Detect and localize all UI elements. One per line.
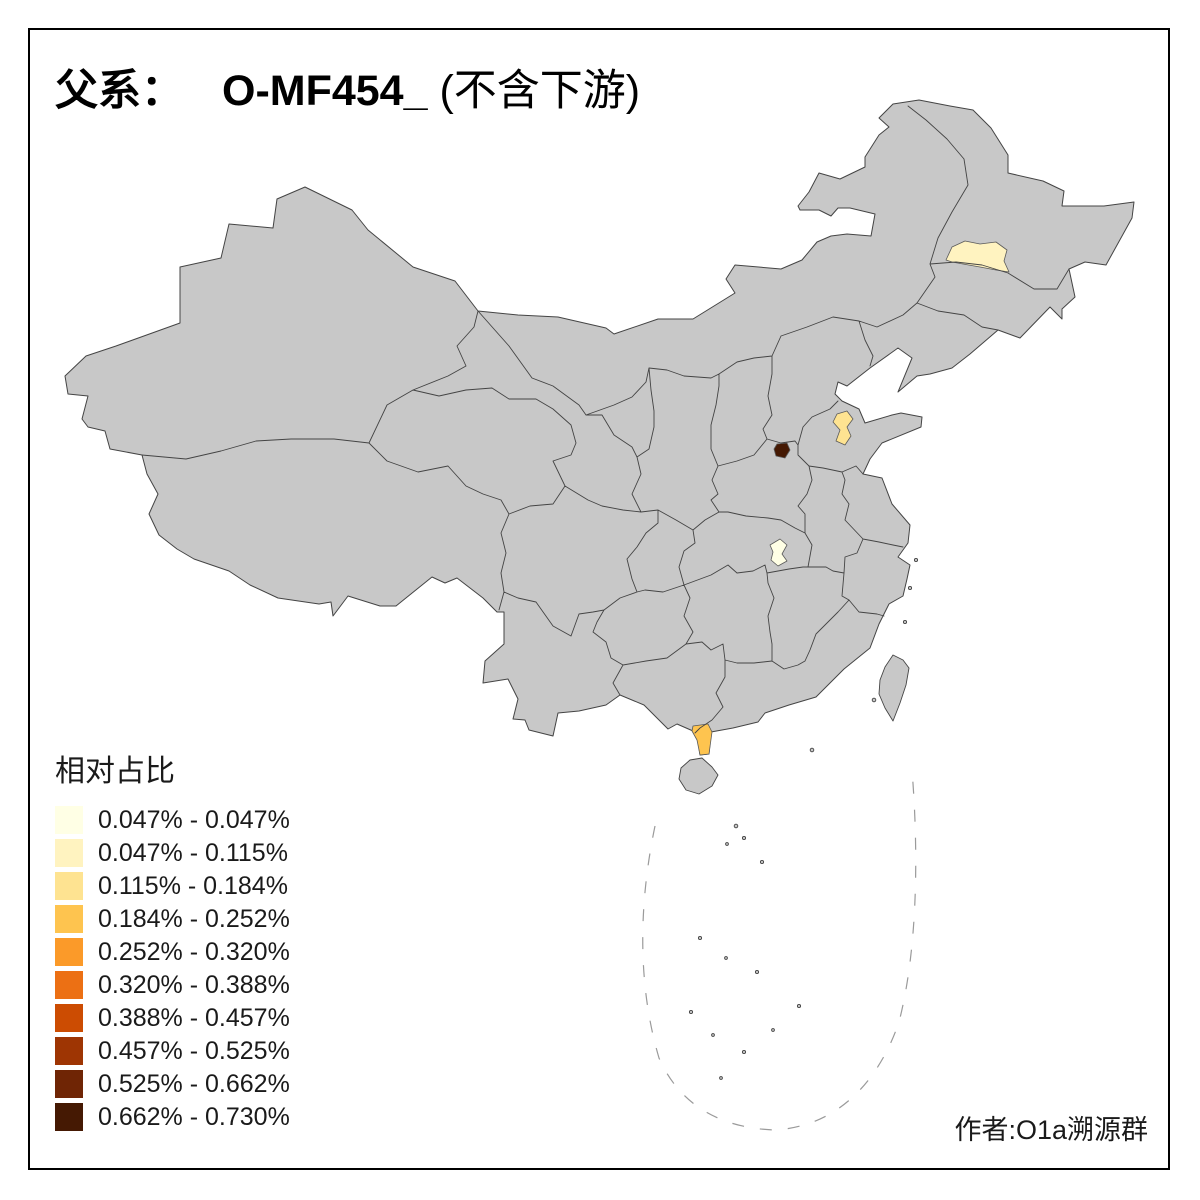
legend-label: 0.662% - 0.730% bbox=[98, 1102, 290, 1131]
legend-item: 0.115% - 0.184% bbox=[55, 872, 290, 900]
legend-title: 相对占比 bbox=[55, 755, 175, 788]
region-central-north bbox=[773, 442, 791, 459]
region-northeast bbox=[945, 240, 1010, 273]
region-central bbox=[769, 538, 788, 567]
legend-item: 0.047% - 0.047% bbox=[55, 806, 290, 834]
legend-label: 0.184% - 0.252% bbox=[98, 904, 290, 933]
legend-items: 0.047% - 0.047% 0.047% - 0.115% 0.115% -… bbox=[55, 806, 290, 1131]
legend-item: 0.184% - 0.252% bbox=[55, 905, 290, 933]
hainan-island bbox=[678, 757, 719, 795]
taiwan-island bbox=[878, 654, 910, 722]
credit-text: 作者:O1a溯源群 bbox=[954, 1115, 1148, 1145]
legend-item: 0.388% - 0.457% bbox=[55, 1004, 290, 1032]
legend-swatch bbox=[55, 971, 83, 999]
legend-swatch bbox=[55, 1037, 83, 1065]
legend-label: 0.320% - 0.388% bbox=[98, 970, 290, 999]
legend-item: 0.662% - 0.730% bbox=[55, 1103, 290, 1131]
legend-label: 0.388% - 0.457% bbox=[98, 1003, 290, 1032]
legend-label: 0.252% - 0.320% bbox=[98, 937, 290, 966]
legend-swatch bbox=[55, 872, 83, 900]
south-china-sea-islands bbox=[688, 557, 919, 1080]
legend-label: 0.457% - 0.525% bbox=[98, 1036, 290, 1065]
title-haplogroup: O-MF454_ bbox=[222, 67, 428, 115]
legend-item: 0.320% - 0.388% bbox=[55, 971, 290, 999]
legend-item: 0.252% - 0.320% bbox=[55, 938, 290, 966]
page-title: 父系： O-MF454_ (不含下游) bbox=[55, 56, 640, 118]
legend-swatch bbox=[55, 938, 83, 966]
legend-label: 0.047% - 0.115% bbox=[98, 838, 288, 867]
legend-swatch bbox=[55, 1070, 83, 1098]
legend-label: 0.115% - 0.184% bbox=[98, 871, 288, 900]
legend-item: 0.047% - 0.115% bbox=[55, 839, 290, 867]
china-mainland bbox=[64, 99, 1135, 756]
region-shandong bbox=[832, 410, 854, 446]
legend: 相对占比 0.047% - 0.047% 0.047% - 0.115% 0.1… bbox=[55, 746, 290, 1136]
legend-label: 0.525% - 0.662% bbox=[98, 1069, 290, 1098]
legend-swatch bbox=[55, 1004, 83, 1032]
legend-swatch bbox=[55, 905, 83, 933]
legend-swatch bbox=[55, 806, 83, 834]
title-suffix: (不含下游) bbox=[427, 67, 641, 115]
legend-item: 0.457% - 0.525% bbox=[55, 1037, 290, 1065]
legend-swatch bbox=[55, 1103, 83, 1131]
legend-swatch bbox=[55, 839, 83, 867]
legend-item: 0.525% - 0.662% bbox=[55, 1070, 290, 1098]
title-prefix: 父系： bbox=[55, 68, 184, 115]
legend-label: 0.047% - 0.047% bbox=[98, 805, 290, 834]
region-south-peninsula bbox=[691, 723, 713, 756]
nine-dash-line bbox=[642, 769, 917, 1131]
province-borders bbox=[141, 105, 1070, 734]
